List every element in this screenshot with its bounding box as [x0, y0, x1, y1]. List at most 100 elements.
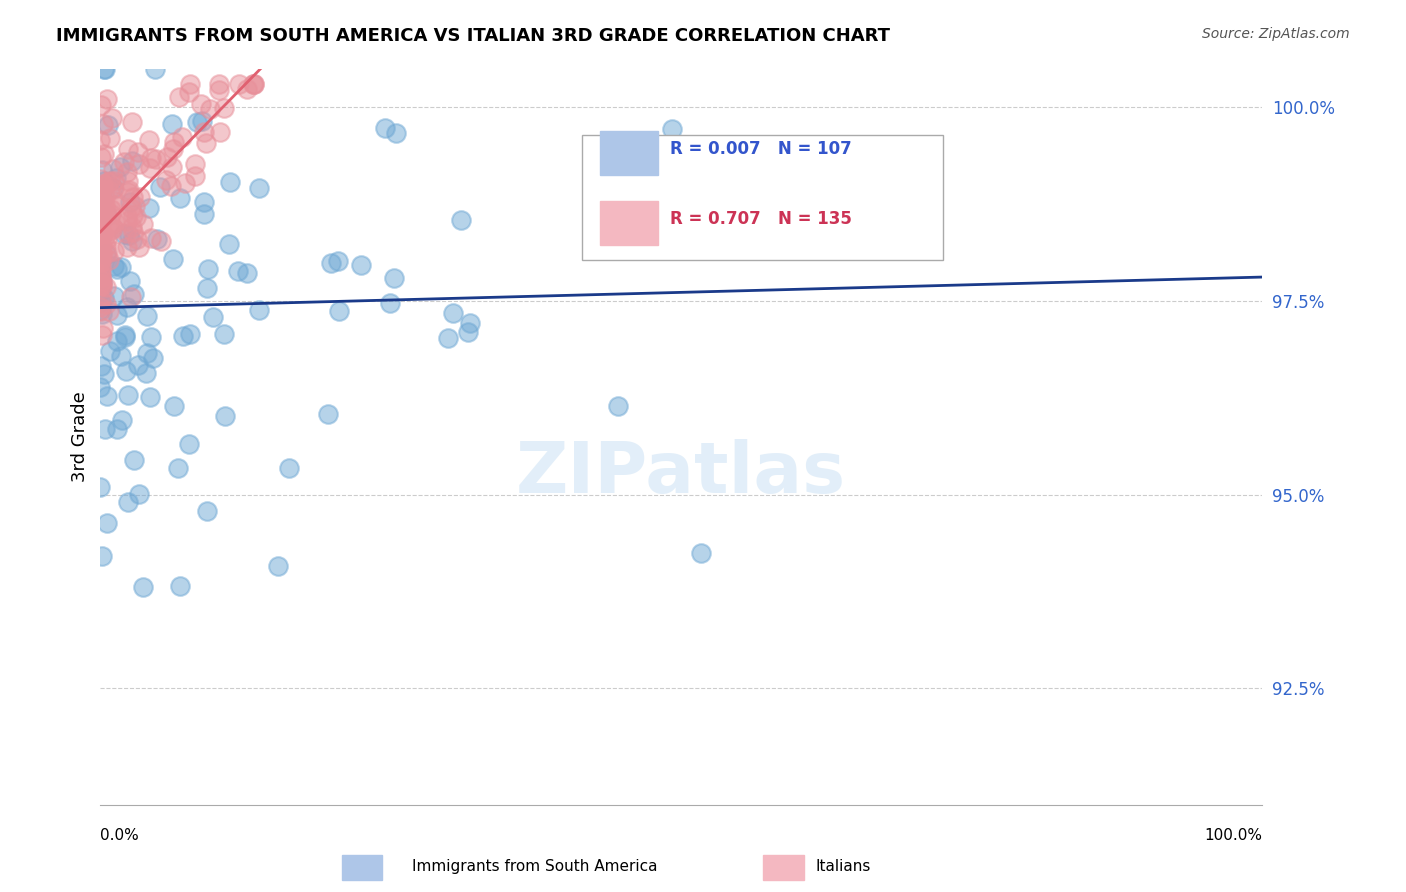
Point	[115, 209, 138, 223]
Point	[90, 97, 112, 112]
Point	[247, 302, 270, 317]
Point	[193, 124, 215, 138]
Point	[208, 82, 231, 96]
Point	[183, 169, 205, 184]
Point	[96, 296, 118, 310]
Point	[96, 232, 118, 246]
Point	[163, 135, 186, 149]
Point	[125, 210, 148, 224]
Point	[278, 461, 301, 475]
Point	[349, 258, 371, 272]
Point	[97, 175, 120, 189]
Point	[142, 351, 165, 365]
Point	[89, 285, 111, 299]
Point	[94, 247, 117, 261]
Point	[89, 171, 111, 186]
FancyBboxPatch shape	[582, 135, 942, 260]
Point	[328, 304, 350, 318]
Point	[167, 90, 190, 104]
Point	[121, 115, 143, 129]
Point	[91, 209, 114, 223]
Point	[184, 157, 207, 171]
Point	[437, 331, 460, 345]
Point	[103, 194, 125, 209]
Point	[97, 118, 120, 132]
Point	[138, 133, 160, 147]
Point	[186, 115, 208, 129]
Point	[96, 92, 118, 106]
Point	[141, 151, 163, 165]
Point	[155, 172, 177, 186]
Point	[378, 295, 401, 310]
Point	[115, 213, 138, 227]
Point	[103, 182, 125, 196]
Point	[689, 546, 711, 560]
Point	[177, 436, 200, 450]
Point	[90, 270, 112, 285]
Point	[90, 249, 112, 263]
Point	[228, 77, 250, 91]
Point	[122, 287, 145, 301]
Point	[115, 240, 138, 254]
Point	[121, 234, 143, 248]
Point	[94, 190, 117, 204]
Point	[91, 328, 114, 343]
Point	[98, 183, 121, 197]
Point	[89, 219, 111, 234]
Point	[195, 504, 218, 518]
Point	[105, 308, 128, 322]
Point	[94, 230, 117, 244]
Point	[90, 294, 112, 309]
Point	[202, 310, 225, 324]
Point	[450, 212, 472, 227]
Point	[98, 174, 121, 188]
Point	[606, 399, 628, 413]
Point	[125, 232, 148, 246]
Point	[89, 359, 111, 373]
Point	[122, 189, 145, 203]
Point	[100, 222, 122, 236]
Point	[97, 252, 120, 267]
Point	[170, 129, 193, 144]
Point	[174, 176, 197, 190]
Point	[235, 266, 257, 280]
Point	[112, 155, 135, 169]
Point	[374, 120, 396, 135]
Point	[100, 202, 122, 216]
Point	[236, 82, 259, 96]
Point	[212, 101, 235, 115]
Point	[97, 219, 120, 234]
Point	[139, 390, 162, 404]
Point	[598, 139, 620, 153]
Point	[209, 125, 232, 139]
Point	[127, 358, 149, 372]
Point	[117, 495, 139, 509]
Point	[91, 179, 114, 194]
Point	[243, 77, 266, 91]
Point	[105, 261, 128, 276]
Point	[128, 157, 150, 171]
Point	[96, 516, 118, 531]
Point	[103, 259, 125, 273]
Point	[90, 186, 112, 201]
Point	[169, 579, 191, 593]
Point	[319, 255, 342, 269]
Point	[219, 175, 242, 189]
Point	[110, 412, 132, 426]
Point	[89, 231, 111, 245]
Point	[218, 237, 240, 252]
Point	[193, 194, 215, 209]
Point	[135, 346, 157, 360]
Point	[115, 165, 138, 179]
Point	[117, 142, 139, 156]
FancyBboxPatch shape	[600, 131, 658, 175]
Point	[162, 252, 184, 266]
Point	[128, 240, 150, 254]
Point	[139, 330, 162, 344]
Point	[120, 290, 142, 304]
Text: ZIPatlas: ZIPatlas	[516, 439, 846, 508]
Point	[160, 161, 183, 175]
Point	[101, 221, 124, 235]
Point	[96, 389, 118, 403]
Point	[93, 174, 115, 188]
